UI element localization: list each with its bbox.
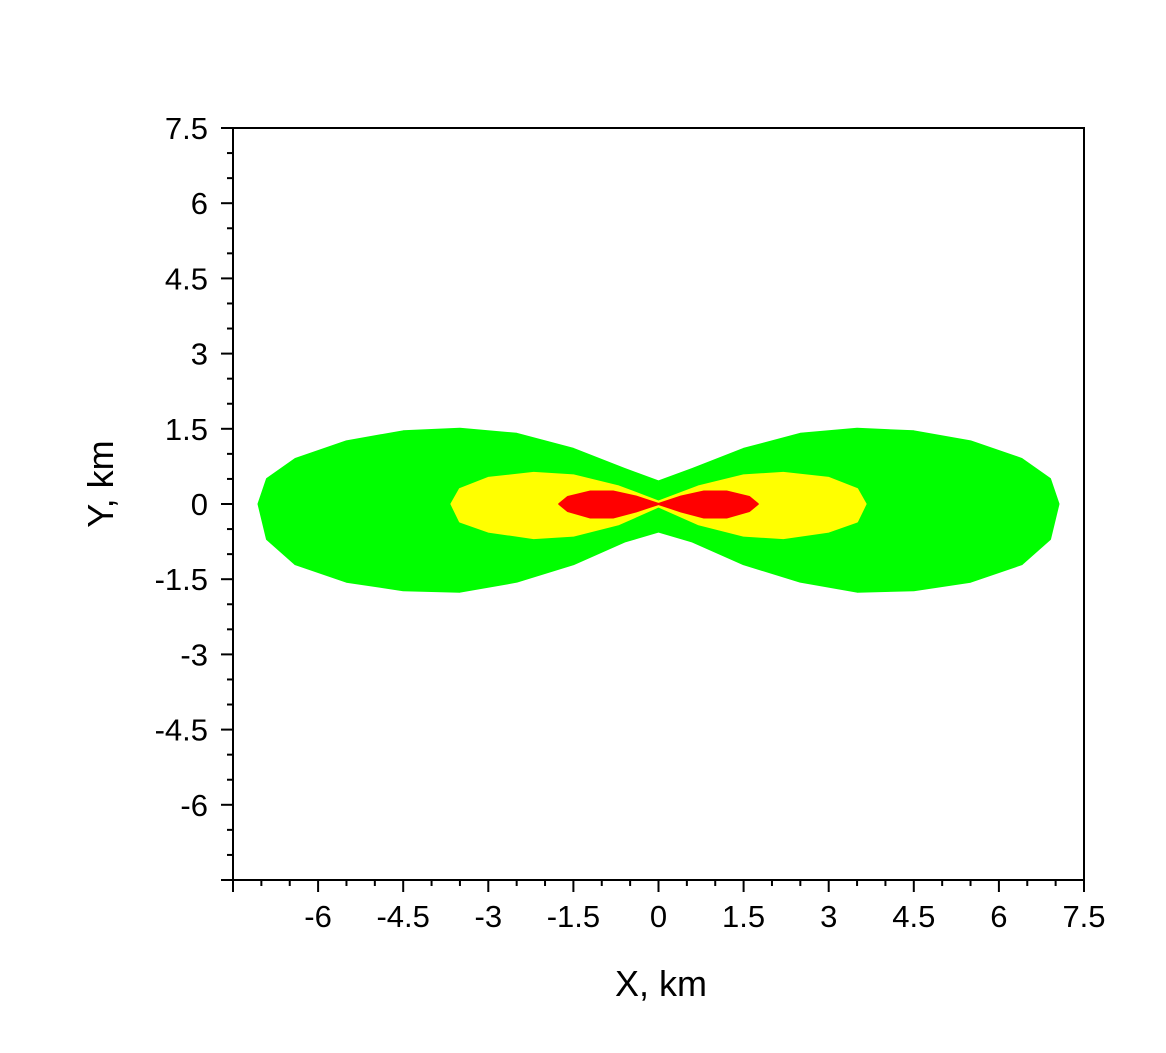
y-tick-label: -3 [180, 637, 208, 672]
region-layer [257, 427, 1060, 593]
x-tick-label: 1.5 [722, 899, 765, 934]
y-tick-label: 0 [191, 487, 208, 522]
y-axis-title: Y, km [80, 440, 121, 527]
x-tick-label: 7.5 [1062, 899, 1105, 934]
x-tick-label: -3 [475, 899, 503, 934]
region-1 [450, 471, 867, 540]
tick-layer [221, 127, 1085, 892]
y-tick-label: -6 [180, 788, 208, 823]
x-tick-label: 3 [820, 899, 837, 934]
x-axis-title: X, km [615, 963, 707, 1004]
x-tick-label: 0 [650, 899, 667, 934]
x-tick-label: -4.5 [376, 899, 429, 934]
y-tick-label: 3 [191, 337, 208, 372]
x-tick-label: 6 [990, 899, 1007, 934]
y-tick-label: 6 [191, 186, 208, 221]
y-tick-labels: 7.5 6 4.5 3 1.5 0 -1.5 -3 -4.5 -6 [155, 111, 208, 823]
region-2 [558, 490, 759, 519]
x-tick-label: 4.5 [892, 899, 935, 934]
y-tick-label: 7.5 [165, 111, 208, 146]
x-tick-label: -1.5 [547, 899, 600, 934]
y-tick-label: -1.5 [155, 562, 208, 597]
y-tick-label: 1.5 [165, 412, 208, 447]
x-tick-labels: -6 -4.5 -3 -1.5 0 1.5 3 4.5 6 7.5 [304, 899, 1105, 934]
y-tick-label: 4.5 [165, 261, 208, 296]
y-tick-label: -4.5 [155, 713, 208, 748]
x-tick-label: -6 [304, 899, 332, 934]
region-0 [257, 427, 1060, 593]
